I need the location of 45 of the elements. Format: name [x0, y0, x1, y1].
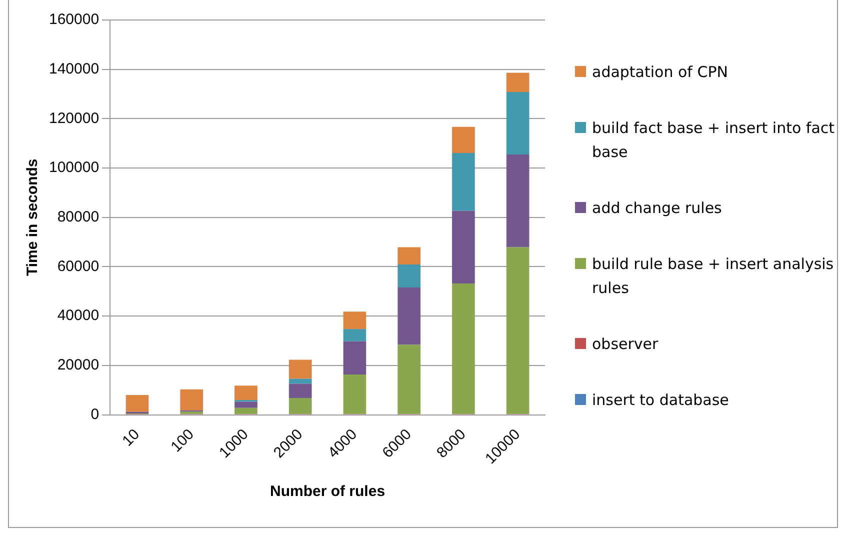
bar [452, 152, 475, 211]
bar [506, 247, 530, 414]
y-tick-label: 0 [90, 406, 100, 423]
bar [506, 72, 530, 92]
y-tick-label: 40000 [57, 307, 100, 324]
bar [452, 284, 475, 414]
y-tick-label: 60000 [57, 258, 100, 275]
bar [343, 329, 366, 342]
bar [234, 408, 258, 414]
bar [398, 264, 420, 288]
x-axis-title: Number of rules [270, 483, 386, 500]
y-tick-label: 20000 [57, 356, 100, 374]
x-tick-label: 10 [119, 426, 143, 450]
y-tick-label: 120000 [48, 110, 100, 127]
y-axis-title: Time in seconds [24, 158, 42, 276]
bar [398, 344, 420, 414]
bar [343, 312, 366, 330]
bar [126, 395, 149, 412]
bar [288, 384, 312, 398]
bar [288, 398, 312, 414]
legend-label: build fact base + insert into fact base [592, 118, 835, 163]
bar [398, 247, 420, 265]
bar [506, 154, 530, 248]
y-tick-label: 140000 [48, 60, 100, 78]
x-tick-label: 100 [168, 426, 198, 456]
legend-label: build rule base + insert analysis rules [592, 254, 835, 299]
y-tick-label: 160000 [48, 11, 100, 28]
bar [288, 378, 312, 384]
bar [506, 92, 530, 154]
bar [234, 402, 258, 408]
bar [398, 287, 420, 345]
bar [180, 412, 204, 414]
bar [343, 341, 366, 375]
legend-label: add change rules [592, 198, 722, 219]
bar [452, 126, 475, 153]
bar [343, 374, 366, 414]
bar [288, 360, 312, 379]
y-tick-label: 100000 [48, 159, 100, 176]
legend-label: adaptation of CPN [592, 62, 728, 83]
y-tick-label: 80000 [57, 208, 100, 226]
bar [234, 386, 258, 400]
legend-label: insert to database [592, 390, 729, 411]
bar [180, 389, 204, 410]
bar [452, 210, 475, 284]
legend-label: observer [592, 334, 658, 355]
